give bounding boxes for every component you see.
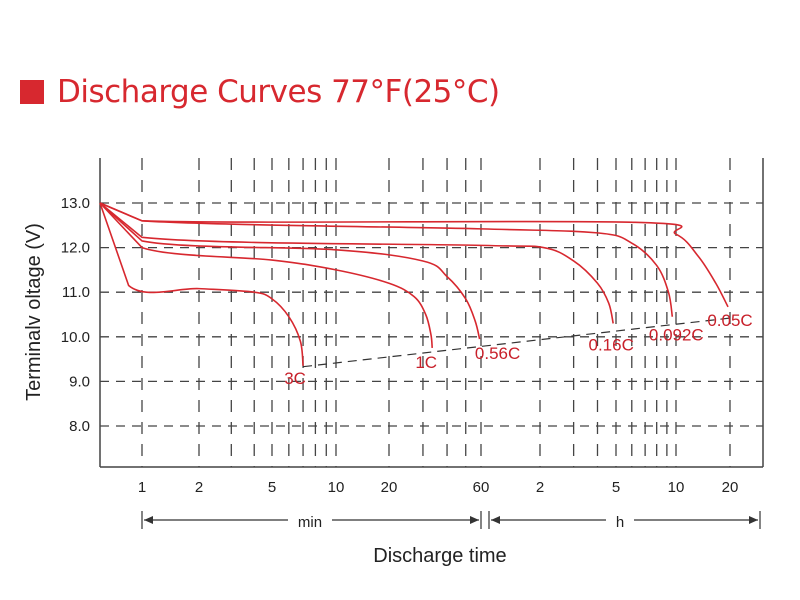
curve-label: 3C: [284, 369, 306, 388]
curve-0.16C: [99, 202, 614, 324]
y-tick-label: 11.0: [62, 284, 90, 301]
arrow-right-icon: [470, 516, 479, 524]
curve-label: 0.56C: [475, 344, 520, 363]
curve-0.56C: [99, 202, 481, 340]
curve-1C: [99, 202, 433, 349]
x-tick-label: 2: [536, 479, 544, 496]
curve-label: 0.05C: [707, 311, 752, 330]
y-axis-label: Terminalv oltage (V): [23, 223, 45, 401]
unit-h-label: h: [616, 514, 624, 531]
chart-title-block: Discharge Curves 77°F(25°C): [20, 74, 500, 110]
cutoff-voltage-line: [302, 317, 731, 368]
x-tick-label: 10: [328, 479, 345, 496]
curve-label: 1C: [415, 353, 437, 372]
curve-label: 0.092C: [649, 326, 704, 345]
arrow-right-icon: [749, 516, 758, 524]
curves: [99, 202, 731, 368]
x-tick-label: 20: [381, 479, 398, 496]
y-tick-label: 9.0: [69, 373, 90, 390]
y-tick-label: 8.0: [69, 418, 90, 435]
x-tick-label: 20: [722, 479, 739, 496]
curve-0.05C: [99, 202, 729, 308]
chart-title: Discharge Curves 77°F(25°C): [57, 74, 500, 110]
curve-0.092C: [99, 202, 674, 317]
arrow-left-icon: [144, 516, 153, 524]
curve-3C: [99, 202, 304, 366]
arrow-left-icon: [491, 516, 500, 524]
x-tick-label: 60: [473, 479, 490, 496]
y-tick-label: 12.0: [61, 240, 90, 257]
plot-frame: [99, 158, 764, 529]
x-tick-label: 1: [138, 479, 146, 496]
y-tick-label: 10.0: [61, 329, 90, 346]
x-axis-label: Discharge time: [373, 545, 506, 567]
title-marker-square: [20, 80, 44, 104]
grid: [100, 158, 763, 467]
unit-min-label: min: [298, 514, 322, 531]
y-tick-label: 13.0: [61, 195, 90, 212]
x-tick-label: 2: [195, 479, 203, 496]
curve-label: 0.16C: [589, 335, 634, 354]
x-tick-label: 10: [668, 479, 685, 496]
x-tick-label: 5: [612, 479, 620, 496]
x-tick-label: 5: [268, 479, 276, 496]
labels: 13.0 12.0 11.0 10.0 9.0 8.0 1 2 5 10 20 60 2 5 10 20 3C 1…: [61, 195, 753, 496]
